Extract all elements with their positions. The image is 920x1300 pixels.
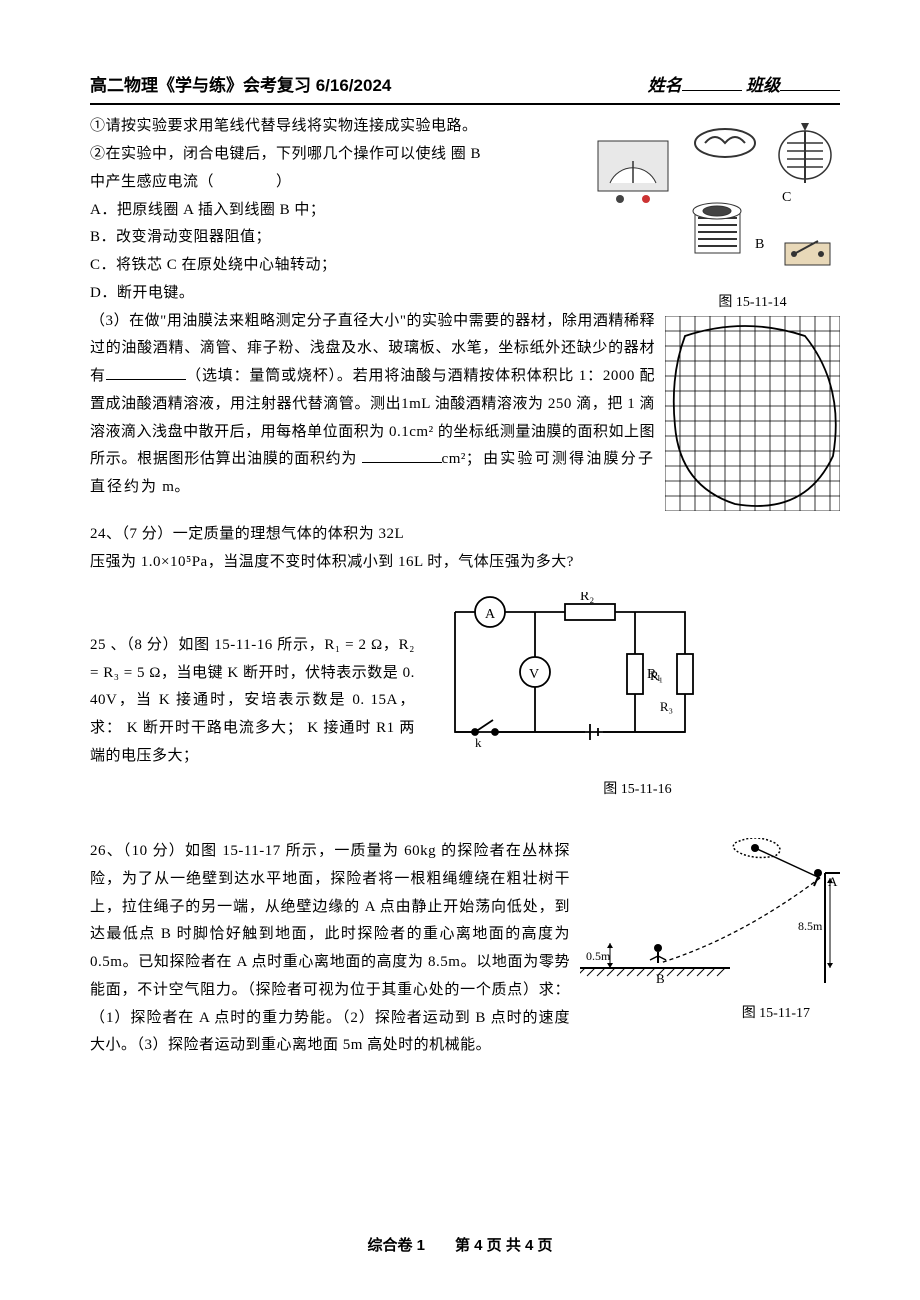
q24-line1: 24、（7 分）一定质量的理想气体的体积为 32L bbox=[90, 521, 840, 549]
circuit-svg: C B bbox=[590, 113, 840, 283]
fig14-caption: 图 15-11-14 bbox=[665, 290, 840, 316]
question-1-block: C B ①请按实验要求用笔线代替导线将实物连接成实验电路。 ②在实验中，闭合电键… bbox=[90, 113, 840, 307]
label-C: C bbox=[782, 190, 791, 205]
fig17-caption: 图 15-11-17 bbox=[580, 1001, 840, 1027]
circuit-figure: C B bbox=[590, 113, 840, 294]
class-blank[interactable] bbox=[780, 72, 840, 91]
label-R2: R₂ bbox=[580, 592, 594, 604]
q3-blank1[interactable] bbox=[106, 364, 186, 381]
name-blank[interactable] bbox=[682, 72, 742, 91]
label-B: B bbox=[755, 237, 764, 252]
R3-label: R₃ bbox=[660, 695, 673, 719]
label-k: k bbox=[475, 735, 482, 747]
question-25-block: 25 、（8 分）如图 15-11-16 所示，R₁ = 2 Ω，R₂ = R₃… bbox=[90, 632, 840, 803]
label-V: V bbox=[529, 667, 539, 682]
swing-B: B bbox=[656, 971, 665, 986]
q25-text: 25 、（8 分）如图 15-11-16 所示，R₁ = 2 Ω，R₂ = R₃… bbox=[90, 632, 415, 771]
fig16-caption: 图 15-11-16 bbox=[435, 777, 840, 803]
label-A: A bbox=[485, 607, 496, 622]
q3-unit1: cm² bbox=[442, 451, 466, 467]
class-label: 班级 bbox=[746, 76, 780, 95]
page-header: 高二物理《学与练》会考复习 6/16/2024 姓名 班级 bbox=[90, 70, 840, 105]
page-footer: 综合卷 1 第 4 页 共 4 页 bbox=[0, 1232, 920, 1260]
question-26-block: A B 8.5m 0.5m 图 15-11-17 26、（10 分）如图 15-… bbox=[90, 838, 840, 1060]
name-label: 姓名 bbox=[648, 76, 682, 95]
svg-text:R₁: R₁ bbox=[650, 668, 663, 683]
circuit2-svg: A V R₂ R₁ k R₁ bbox=[435, 592, 695, 747]
grid-figure: 图 15-11-14 bbox=[665, 288, 840, 522]
q3-unit2: m。 bbox=[162, 479, 190, 495]
swing-h1: 8.5m bbox=[798, 919, 823, 933]
swing-h2: 0.5m bbox=[586, 949, 611, 963]
circuit2-figure: A V R₂ R₁ k R₁ bbox=[435, 592, 840, 803]
swing-svg: A B 8.5m 0.5m bbox=[580, 838, 840, 988]
header-name-class: 姓名 班级 bbox=[648, 70, 840, 101]
header-title: 高二物理《学与练》会考复习 6/16/2024 bbox=[90, 70, 391, 101]
q3-blank2[interactable] bbox=[362, 447, 442, 464]
q24-line2: 压强为 1.0×10⁵Pa，当温度不变时体积减小到 16L 时，气体压强为多大? bbox=[90, 549, 840, 577]
question-24-block: 24、（7 分）一定质量的理想气体的体积为 32L 压强为 1.0×10⁵Pa，… bbox=[90, 521, 840, 577]
grid-svg bbox=[665, 316, 840, 511]
swing-figure: A B 8.5m 0.5m 图 15-11-17 bbox=[580, 838, 840, 1027]
question-3-block: 图 15-11-14 （3）在做"用油膜法来粗略测定分子直径大小"的实验中需要的… bbox=[90, 308, 840, 522]
